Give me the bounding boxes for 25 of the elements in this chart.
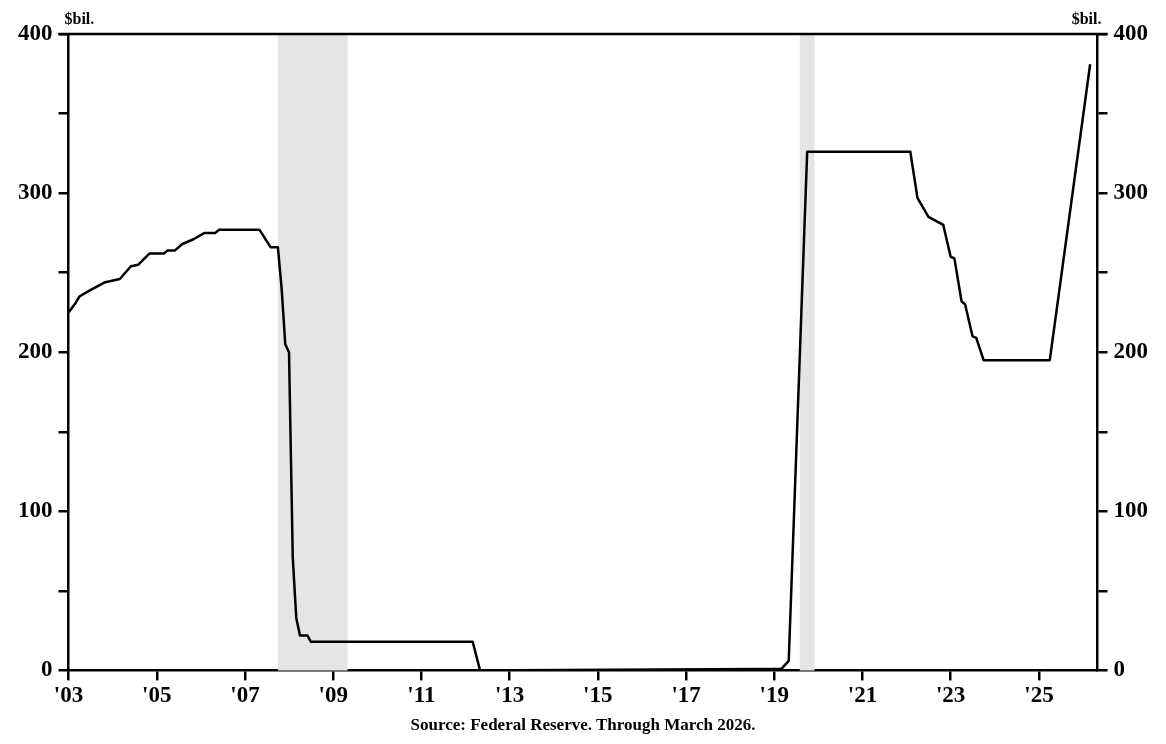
x-tick-label: '15 xyxy=(583,682,613,708)
x-tick-label: '03 xyxy=(53,682,84,708)
x-tick-label: '19 xyxy=(759,682,789,708)
y2-tick-label: 300 xyxy=(1113,179,1148,205)
y-tick-label: 400 xyxy=(18,19,53,45)
x-tick-label: '09 xyxy=(318,682,348,708)
source-note: Source: Federal Reserve. Through March 2026. xyxy=(410,714,756,734)
x-tick-label: '07 xyxy=(230,682,260,708)
y-tick-label: 0 xyxy=(41,656,53,682)
y2-axis-title: $bil. xyxy=(1071,10,1102,28)
x-tick-label: '25 xyxy=(1024,682,1054,708)
x-tick-label: '17 xyxy=(671,682,701,708)
x-tick-label: '05 xyxy=(142,682,172,708)
y2-tick-label: 100 xyxy=(1113,497,1148,523)
x-tick-label: '21 xyxy=(847,682,878,708)
x-tick-label: '11 xyxy=(407,682,436,708)
y-tick-label: 300 xyxy=(18,179,53,205)
y2-tick-label: 400 xyxy=(1113,19,1148,45)
y2-tick-label: 0 xyxy=(1113,656,1125,682)
y-axis-title: $bil. xyxy=(64,10,95,28)
y2-tick-label: 200 xyxy=(1113,338,1148,364)
y-tick-label: 200 xyxy=(18,338,53,364)
y-tick-label: 100 xyxy=(18,497,53,523)
x-tick-label: '23 xyxy=(935,682,966,708)
x-tick-label: '13 xyxy=(494,682,525,708)
